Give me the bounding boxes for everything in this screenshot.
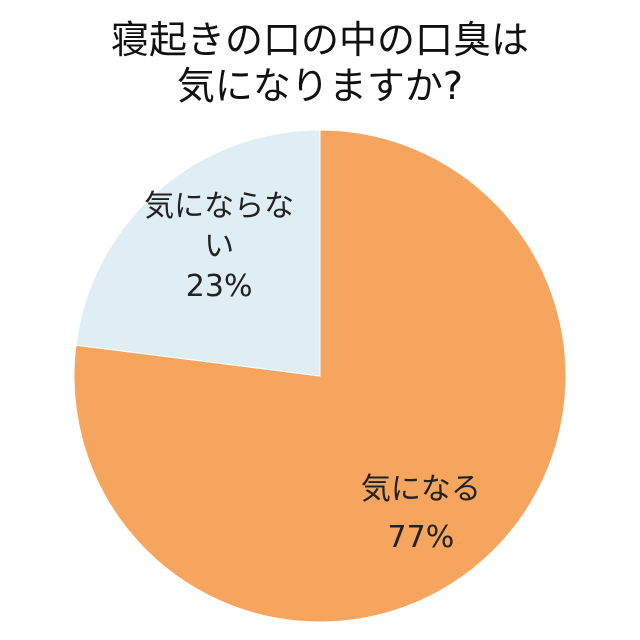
chart-title: 気になりますか? xyxy=(176,64,464,108)
value-label: 77% xyxy=(387,520,455,556)
slice-label: 気にならない xyxy=(144,188,295,264)
pie-slice xyxy=(75,129,321,377)
slice-label: 気になる xyxy=(360,472,481,508)
value-label: 23% xyxy=(185,268,253,304)
chart-title: 寝起きの口の中の口臭は xyxy=(110,18,529,62)
